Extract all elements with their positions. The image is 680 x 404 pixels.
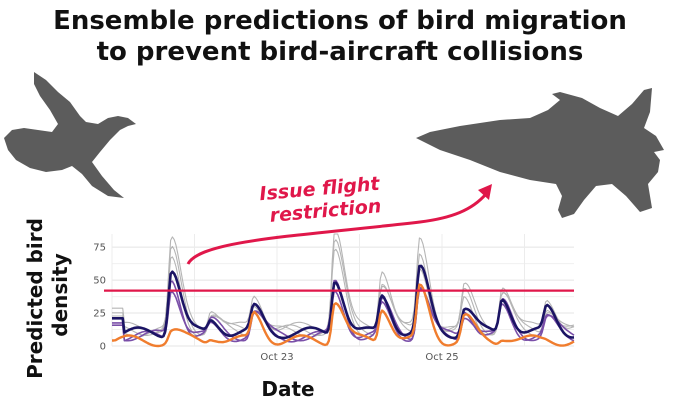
y-tick-label: 25 — [93, 309, 106, 320]
x-tick-label: Oct 23 — [260, 352, 293, 363]
y-axis-title-line-2: density — [48, 253, 72, 336]
fighter-jet-silhouette-icon — [416, 88, 664, 218]
series-line-ensemble — [112, 239, 575, 337]
title-line-1: Ensemble predictions of bird migration — [53, 6, 627, 36]
x-tick-label: Oct 25 — [425, 352, 458, 363]
y-axis-title-line-1: Predicted bird — [23, 218, 47, 379]
curved-arrow-head — [478, 184, 492, 200]
title-line-2: to prevent bird-aircraft collisions — [96, 37, 584, 67]
x-tick-labels: Oct 23 Oct 25 — [260, 352, 458, 363]
series-line-observed — [112, 283, 575, 348]
y-tick-label: 50 — [93, 276, 106, 287]
bird-silhouette-icon — [4, 72, 136, 198]
series-line-mean — [112, 264, 575, 340]
y-tick-label: 0 — [100, 342, 106, 353]
curved-arrow-icon — [186, 193, 488, 265]
page-title: Ensemble predictions of bird migration t… — [0, 6, 680, 68]
series-layer — [112, 233, 575, 348]
y-tick-labels: 0 25 50 75 — [93, 243, 106, 353]
y-axis-title: Predicted bird density — [23, 211, 72, 379]
y-tick-label: 75 — [93, 243, 106, 254]
x-axis-title: Date — [261, 377, 314, 401]
